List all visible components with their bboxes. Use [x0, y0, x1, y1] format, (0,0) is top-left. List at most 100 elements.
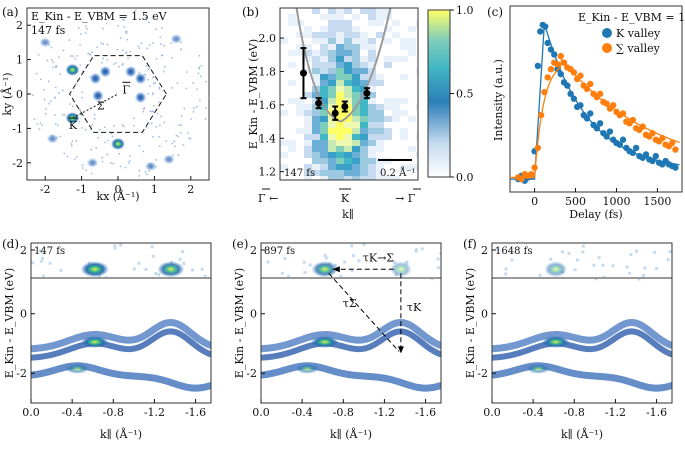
noise-dot [138, 175, 140, 177]
heatmap-cell [296, 128, 304, 134]
heatmap-cell [408, 122, 416, 128]
heatmap-cell [400, 122, 408, 128]
heatmap-cell [352, 176, 360, 180]
colorbar-tick-label: 0.0 [456, 171, 474, 184]
panel-e: (e) 897 fs 0.0 -0.4 -0.8 -1.2 -1.6 2 0 -2 k∥ (Å⁻¹… [232, 237, 442, 441]
noise-dot [151, 110, 153, 113]
heatmap-cell [288, 62, 296, 68]
heatmap-cell [288, 32, 296, 38]
y-tick-label: -1 [12, 122, 23, 135]
heatmap-cell [416, 14, 418, 20]
heatmap-cell [352, 44, 360, 50]
noise-dot [97, 137, 100, 139]
heatmap-cell [392, 86, 400, 92]
heatmap-cell [392, 74, 400, 80]
heatmap-cell [336, 26, 344, 32]
heatmap-cell [352, 80, 360, 86]
noise-dot [85, 25, 87, 28]
heatmap-cell [296, 146, 304, 152]
heatmap-cell [344, 92, 352, 98]
heatmap-cell [328, 146, 336, 152]
heatmap-cell [344, 38, 352, 44]
scale-bar-label: 0.2 Å⁻¹ [380, 167, 416, 179]
heatmap-cell [296, 32, 304, 38]
noise-dot [128, 160, 131, 162]
heatmap-cell [336, 38, 344, 44]
heatmap-cell [336, 152, 344, 158]
heatmap-cell [400, 110, 408, 116]
noise-dot [152, 135, 154, 138]
heatmap-cell [368, 38, 376, 44]
noise-dot [151, 93, 154, 96]
noise-dot [118, 65, 120, 68]
heatmap-cell [344, 62, 352, 68]
noise-dot [155, 28, 157, 30]
heatmap-cell [336, 92, 344, 98]
heatmap-cell [408, 44, 416, 50]
k-decay-arrowhead [397, 346, 404, 354]
noise-dot [54, 86, 57, 89]
heatmap-cell [304, 20, 312, 26]
noise-dot [180, 132, 182, 134]
noise-dot [145, 126, 148, 129]
heatmap-cell [304, 170, 312, 176]
heatmap-cell [296, 170, 304, 176]
valence-band-maximum-spot [541, 335, 570, 348]
noise-dot [192, 82, 195, 84]
k-valley-point [587, 110, 594, 117]
heatmap-cell [376, 38, 384, 44]
peak-point [341, 103, 349, 111]
heatmap-cell [360, 62, 368, 68]
heatmap-cell [368, 50, 376, 56]
noise-dot [137, 261, 141, 265]
heatmap-cell [352, 8, 360, 14]
noise-dot [280, 271, 284, 275]
x-tick-label: 0.0 [22, 406, 40, 419]
noise-dot [94, 117, 96, 120]
noise-dot [74, 58, 77, 60]
noise-dot [70, 143, 73, 145]
heatmap-cell [280, 74, 288, 80]
heatmap-cell [352, 74, 360, 80]
heatmap-cell [392, 164, 400, 170]
noise-dot [575, 258, 579, 262]
noise-dot [191, 268, 195, 272]
noise-dot [81, 127, 83, 129]
replica-spot [170, 33, 183, 44]
noise-dot [597, 256, 601, 260]
noise-dot [56, 65, 58, 67]
heatmap-cell [384, 128, 392, 134]
heatmap-cell [400, 152, 408, 158]
noise-dot [637, 277, 641, 281]
heatmap-cell [352, 98, 360, 104]
heatmap-cell [352, 152, 360, 158]
noise-dot [147, 92, 149, 95]
noise-dot [100, 42, 103, 44]
noise-dot [85, 32, 87, 34]
heatmap-cell [328, 104, 336, 110]
x-tick-label: 0 [531, 195, 538, 208]
conduction-band-spot [544, 261, 568, 278]
heatmap-cell [328, 122, 336, 128]
noise-dot [155, 159, 157, 161]
heatmap-cell [304, 152, 312, 158]
heatmap-cell [408, 110, 416, 116]
heatmap-cell [296, 116, 304, 122]
noise-dot [39, 259, 43, 263]
heatmap-cell [296, 86, 304, 92]
heatmap-cell [288, 128, 296, 134]
heatmap-cell [408, 20, 416, 26]
heatmap-cell [280, 104, 288, 110]
heatmap-cell [368, 116, 376, 122]
heatmap-cell [360, 158, 368, 164]
noise-dot [668, 250, 672, 254]
noise-dot [57, 124, 59, 126]
heatmap-cell [328, 68, 336, 74]
noise-dot [152, 105, 155, 107]
sigma-valley-point [668, 139, 676, 147]
x-tick-label: -0.8 [564, 406, 585, 419]
heatmap-cell [296, 62, 304, 68]
heatmap-cell [296, 140, 304, 146]
heatmap-cell [416, 98, 418, 104]
heatmap-cell [376, 8, 384, 14]
